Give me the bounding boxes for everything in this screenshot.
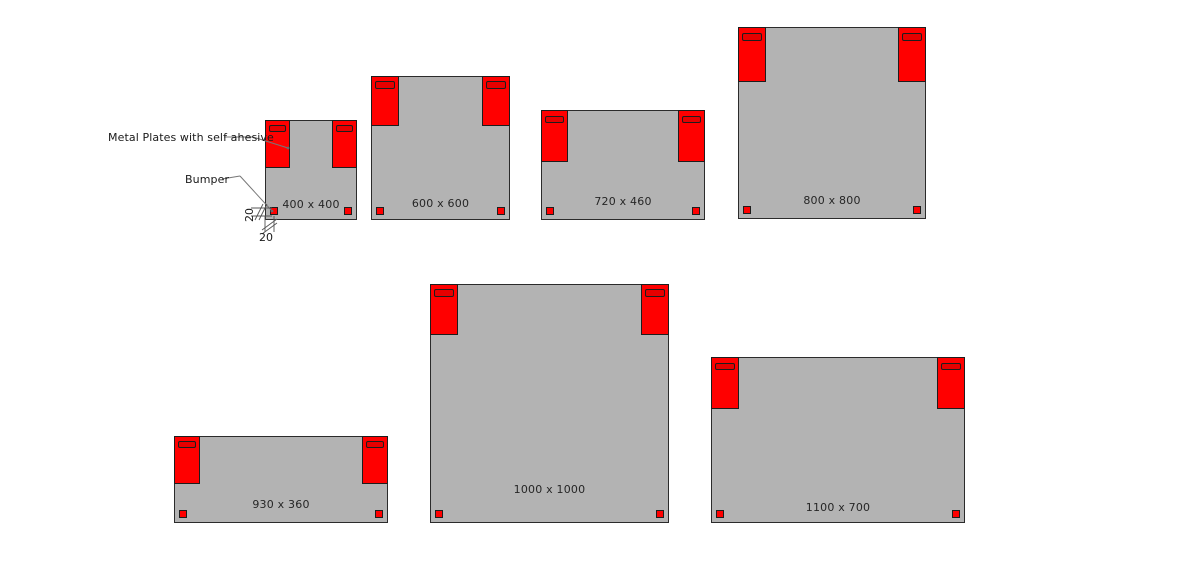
panel-size-label: 720 x 460: [594, 195, 652, 208]
metal-plates-annotation-label: Metal Plates with self ahesive: [108, 131, 274, 144]
panel-body: [738, 27, 926, 219]
bumper-right[interactable]: [375, 510, 383, 518]
panel-size-label: 930 x 360: [252, 498, 310, 511]
panel-size-label: 1100 x 700: [805, 501, 871, 514]
panel-size-label: 800 x 800: [803, 194, 861, 207]
metal-plate-slot: [485, 81, 507, 89]
metal-plate-slot: [644, 289, 666, 297]
panel-930x360[interactable]: 930 x 360: [174, 436, 388, 523]
metal-plate-slot: [365, 441, 385, 449]
metal-plate-left[interactable]: [541, 110, 568, 162]
metal-plate-left[interactable]: [711, 357, 739, 409]
panel-body: [174, 436, 388, 523]
bumper-right[interactable]: [692, 207, 700, 215]
metal-plate-slot: [335, 125, 354, 133]
metal-plate-right[interactable]: [482, 76, 510, 126]
bumper-left[interactable]: [435, 510, 443, 518]
dimension-label-vertical: 20: [243, 208, 256, 222]
panel-body: [541, 110, 705, 220]
panel-size-label: 1000 x 1000: [513, 483, 586, 496]
bumper-left[interactable]: [179, 510, 187, 518]
bumper-right[interactable]: [952, 510, 960, 518]
metal-plate-slot: [714, 362, 736, 370]
metal-plate-left[interactable]: [265, 120, 290, 168]
metal-plate-right[interactable]: [332, 120, 357, 168]
bumper-right[interactable]: [497, 207, 505, 215]
metal-plate-slot: [374, 81, 396, 89]
metal-plate-right[interactable]: [937, 357, 965, 409]
metal-plate-slot: [901, 32, 923, 41]
panel-600x600[interactable]: 600 x 600: [371, 76, 510, 220]
metal-plate-right[interactable]: [898, 27, 926, 82]
bumper-left[interactable]: [716, 510, 724, 518]
dimension-label-horizontal: 20: [259, 231, 273, 244]
bumper-left[interactable]: [546, 207, 554, 215]
metal-plate-slot: [433, 289, 455, 297]
metal-plate-slot: [940, 362, 962, 370]
metal-plate-slot: [268, 125, 287, 133]
metal-plate-left[interactable]: [174, 436, 200, 484]
panel-body: [430, 284, 669, 523]
metal-plate-right[interactable]: [362, 436, 388, 484]
metal-plate-slot: [741, 32, 763, 41]
bumper-annotation-label: Bumper: [185, 173, 230, 186]
metal-plate-left[interactable]: [371, 76, 399, 126]
metal-plate-right[interactable]: [678, 110, 705, 162]
panel-720x460[interactable]: 720 x 460: [541, 110, 705, 220]
metal-plate-slot: [544, 115, 565, 123]
panel-800x800[interactable]: 800 x 800: [738, 27, 926, 219]
panel-1000x1000[interactable]: 1000 x 1000: [430, 284, 669, 523]
panel-size-label: 600 x 600: [411, 197, 470, 210]
panel-size-label: 400 x 400: [282, 198, 340, 211]
metal-plate-left[interactable]: [430, 284, 458, 335]
metal-plate-slot: [681, 115, 702, 123]
panel-body: [711, 357, 965, 523]
bumper-right[interactable]: [344, 207, 352, 215]
metal-plate-right[interactable]: [641, 284, 669, 335]
panel-400x400[interactable]: 400 x 400: [265, 120, 357, 220]
bumper-left[interactable]: [376, 207, 384, 215]
bumper-left[interactable]: [743, 206, 751, 214]
bumper-right[interactable]: [913, 206, 921, 214]
metal-plate-left[interactable]: [738, 27, 766, 82]
panel-1100x700[interactable]: 1100 x 700: [711, 357, 965, 523]
metal-plate-slot: [177, 441, 197, 449]
bumper-right[interactable]: [656, 510, 664, 518]
